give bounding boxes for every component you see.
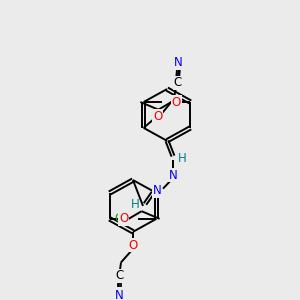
- Text: H: H: [130, 197, 140, 211]
- Text: H: H: [178, 152, 186, 164]
- Text: C: C: [115, 269, 123, 282]
- Text: C: C: [173, 76, 182, 89]
- Text: Cl: Cl: [172, 95, 183, 109]
- Text: O: O: [153, 110, 162, 123]
- Text: O: O: [128, 239, 138, 252]
- Text: N: N: [169, 169, 177, 182]
- Text: N: N: [174, 56, 183, 69]
- Text: O: O: [119, 212, 128, 225]
- Text: O: O: [172, 95, 181, 109]
- Text: N: N: [153, 184, 161, 197]
- Text: N: N: [115, 289, 123, 300]
- Text: Cl: Cl: [115, 212, 126, 225]
